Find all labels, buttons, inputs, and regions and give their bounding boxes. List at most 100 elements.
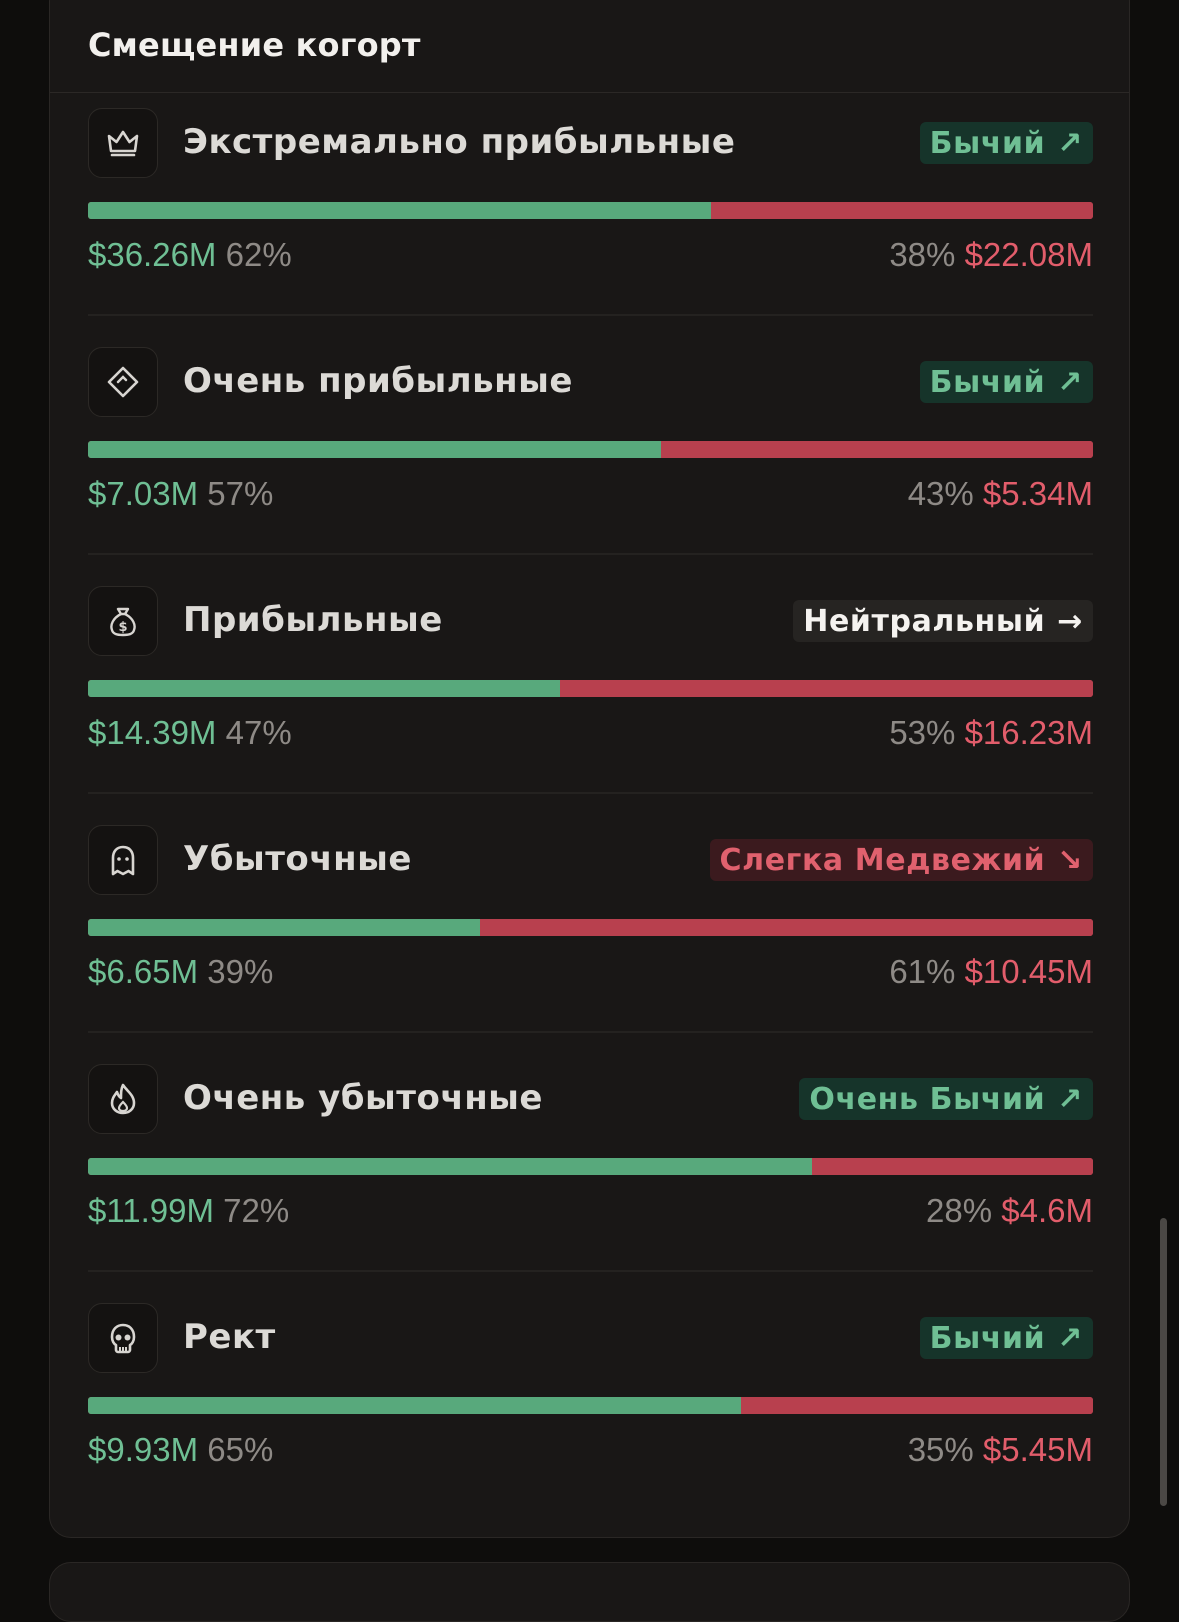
- values-line: $9.93M 65% 35% $5.45M: [88, 1431, 1093, 1471]
- right-values: 28% $4.6M: [926, 1192, 1093, 1230]
- svg-text:$: $: [118, 620, 127, 635]
- sentiment-label: Нейтральный: [803, 603, 1046, 639]
- trend-arrow-icon: →: [1057, 603, 1083, 639]
- bar-green-segment: [88, 680, 561, 697]
- sentiment-label: Слегка Медвежий: [719, 842, 1046, 878]
- trend-arrow-icon: ↘: [1057, 842, 1083, 878]
- buy-value: $36.26M: [88, 236, 217, 273]
- bar-green-segment: [88, 1158, 812, 1175]
- values-line: $11.99M 72% 28% $4.6M: [88, 1192, 1093, 1232]
- crown-icon: [88, 108, 158, 178]
- sell-percent: 38%: [889, 236, 956, 273]
- sell-percent: 43%: [907, 475, 974, 512]
- buy-percent: 65%: [207, 1431, 274, 1468]
- row-divider: [88, 1031, 1093, 1033]
- balance-bar: [88, 202, 1093, 219]
- bar-red-segment: [660, 441, 1093, 458]
- buy-value: $7.03M: [88, 475, 199, 512]
- left-values: $36.26M 62%: [88, 236, 292, 274]
- left-values: $11.99M 72%: [88, 1192, 289, 1230]
- bar-green-segment: [88, 202, 712, 219]
- cohort-row[interactable]: Очень прибыльные Бычий ↗ $7.03M 57% 43% …: [88, 347, 1093, 590]
- balance-bar: [88, 919, 1093, 936]
- right-values: 43% $5.34M: [908, 475, 1093, 513]
- sentiment-label: Бычий: [929, 364, 1046, 400]
- values-line: $7.03M 57% 43% $5.34M: [88, 475, 1093, 515]
- cohort-row[interactable]: Рект Бычий ↗ $9.93M 65% 35% $5.45M: [88, 1303, 1093, 1546]
- buy-value: $14.39M: [88, 714, 217, 751]
- flame-icon: [88, 1064, 158, 1134]
- trend-arrow-icon: ↗: [1057, 1081, 1083, 1117]
- buy-percent: 62%: [225, 236, 292, 273]
- cohort-name: Очень прибыльные: [183, 361, 573, 401]
- scrollbar[interactable]: [1160, 1218, 1167, 1506]
- right-values: 53% $16.23M: [889, 714, 1093, 752]
- sentiment-badge: Слегка Медвежий ↘: [709, 839, 1093, 881]
- balance-bar: [88, 1158, 1093, 1175]
- cohort-name: Рект: [183, 1317, 276, 1357]
- sell-value: $5.34M: [982, 475, 1093, 512]
- sell-value: $5.45M: [982, 1431, 1093, 1468]
- sentiment-badge: Бычий ↗: [919, 361, 1093, 403]
- cohort-shift-card: Смещение когорт Экстремально прибыльные …: [49, 0, 1130, 1538]
- row-header: Очень убыточные Очень Бычий ↗: [88, 1064, 1093, 1136]
- right-values: 38% $22.08M: [889, 236, 1093, 274]
- right-values: 61% $10.45M: [889, 953, 1093, 991]
- cohort-name: Убыточные: [183, 839, 412, 879]
- balance-bar: [88, 441, 1093, 458]
- bar-green-segment: [88, 441, 661, 458]
- row-divider: [88, 314, 1093, 316]
- cohort-row[interactable]: $ Прибыльные Нейтральный → $14.39M 47% 5…: [88, 586, 1093, 829]
- sentiment-badge: Бычий ↗: [919, 122, 1093, 164]
- row-divider: [88, 1270, 1093, 1272]
- cohort-row[interactable]: Убыточные Слегка Медвежий ↘ $6.65M 39% 6…: [88, 825, 1093, 1068]
- left-values: $7.03M 57%: [88, 475, 273, 513]
- values-line: $14.39M 47% 53% $16.23M: [88, 714, 1093, 754]
- bar-green-segment: [88, 1397, 742, 1414]
- bar-red-segment: [811, 1158, 1093, 1175]
- next-card: [49, 1562, 1130, 1622]
- row-divider: [88, 553, 1093, 555]
- row-divider: [88, 792, 1093, 794]
- sell-value: $4.6M: [1001, 1192, 1093, 1229]
- cohort-name: Экстремально прибыльные: [183, 122, 736, 162]
- sell-value: $22.08M: [964, 236, 1093, 273]
- sell-percent: 53%: [889, 714, 956, 751]
- buy-percent: 57%: [207, 475, 274, 512]
- sentiment-label: Бычий: [929, 125, 1046, 161]
- bar-red-segment: [479, 919, 1093, 936]
- cohort-name: Очень убыточные: [183, 1078, 543, 1118]
- cohort-name: Прибыльные: [183, 600, 443, 640]
- sell-percent: 35%: [907, 1431, 974, 1468]
- bar-red-segment: [711, 202, 1093, 219]
- balance-bar: [88, 680, 1093, 697]
- row-header: Очень прибыльные Бычий ↗: [88, 347, 1093, 419]
- row-header: $ Прибыльные Нейтральный →: [88, 586, 1093, 658]
- row-header: Рект Бычий ↗: [88, 1303, 1093, 1375]
- sentiment-badge: Нейтральный →: [793, 600, 1093, 642]
- buy-value: $6.65M: [88, 953, 199, 990]
- left-values: $9.93M 65%: [88, 1431, 273, 1469]
- sentiment-badge: Бычий ↗: [919, 1317, 1093, 1359]
- row-header: Экстремально прибыльные Бычий ↗: [88, 108, 1093, 180]
- cohort-row[interactable]: Экстремально прибыльные Бычий ↗ $36.26M …: [88, 108, 1093, 351]
- cohort-row[interactable]: Очень убыточные Очень Бычий ↗ $11.99M 72…: [88, 1064, 1093, 1307]
- buy-percent: 47%: [225, 714, 292, 751]
- row-header: Убыточные Слегка Медвежий ↘: [88, 825, 1093, 897]
- values-line: $36.26M 62% 38% $22.08M: [88, 236, 1093, 276]
- buy-value: $9.93M: [88, 1431, 199, 1468]
- trend-arrow-icon: ↗: [1057, 364, 1083, 400]
- balance-bar: [88, 1397, 1093, 1414]
- sentiment-label: Очень Бычий: [809, 1081, 1046, 1117]
- bar-red-segment: [741, 1397, 1093, 1414]
- trend-arrow-icon: ↗: [1057, 1320, 1083, 1356]
- skull-icon: [88, 1303, 158, 1373]
- sell-value: $10.45M: [964, 953, 1093, 990]
- money-bag-icon: $: [88, 586, 158, 656]
- card-header: Смещение когорт: [50, 0, 1129, 93]
- buy-percent: 39%: [207, 953, 274, 990]
- buy-value: $11.99M: [88, 1192, 214, 1229]
- sell-percent: 28%: [926, 1192, 993, 1229]
- buy-percent: 72%: [223, 1192, 290, 1229]
- sentiment-label: Бычий: [929, 1320, 1046, 1356]
